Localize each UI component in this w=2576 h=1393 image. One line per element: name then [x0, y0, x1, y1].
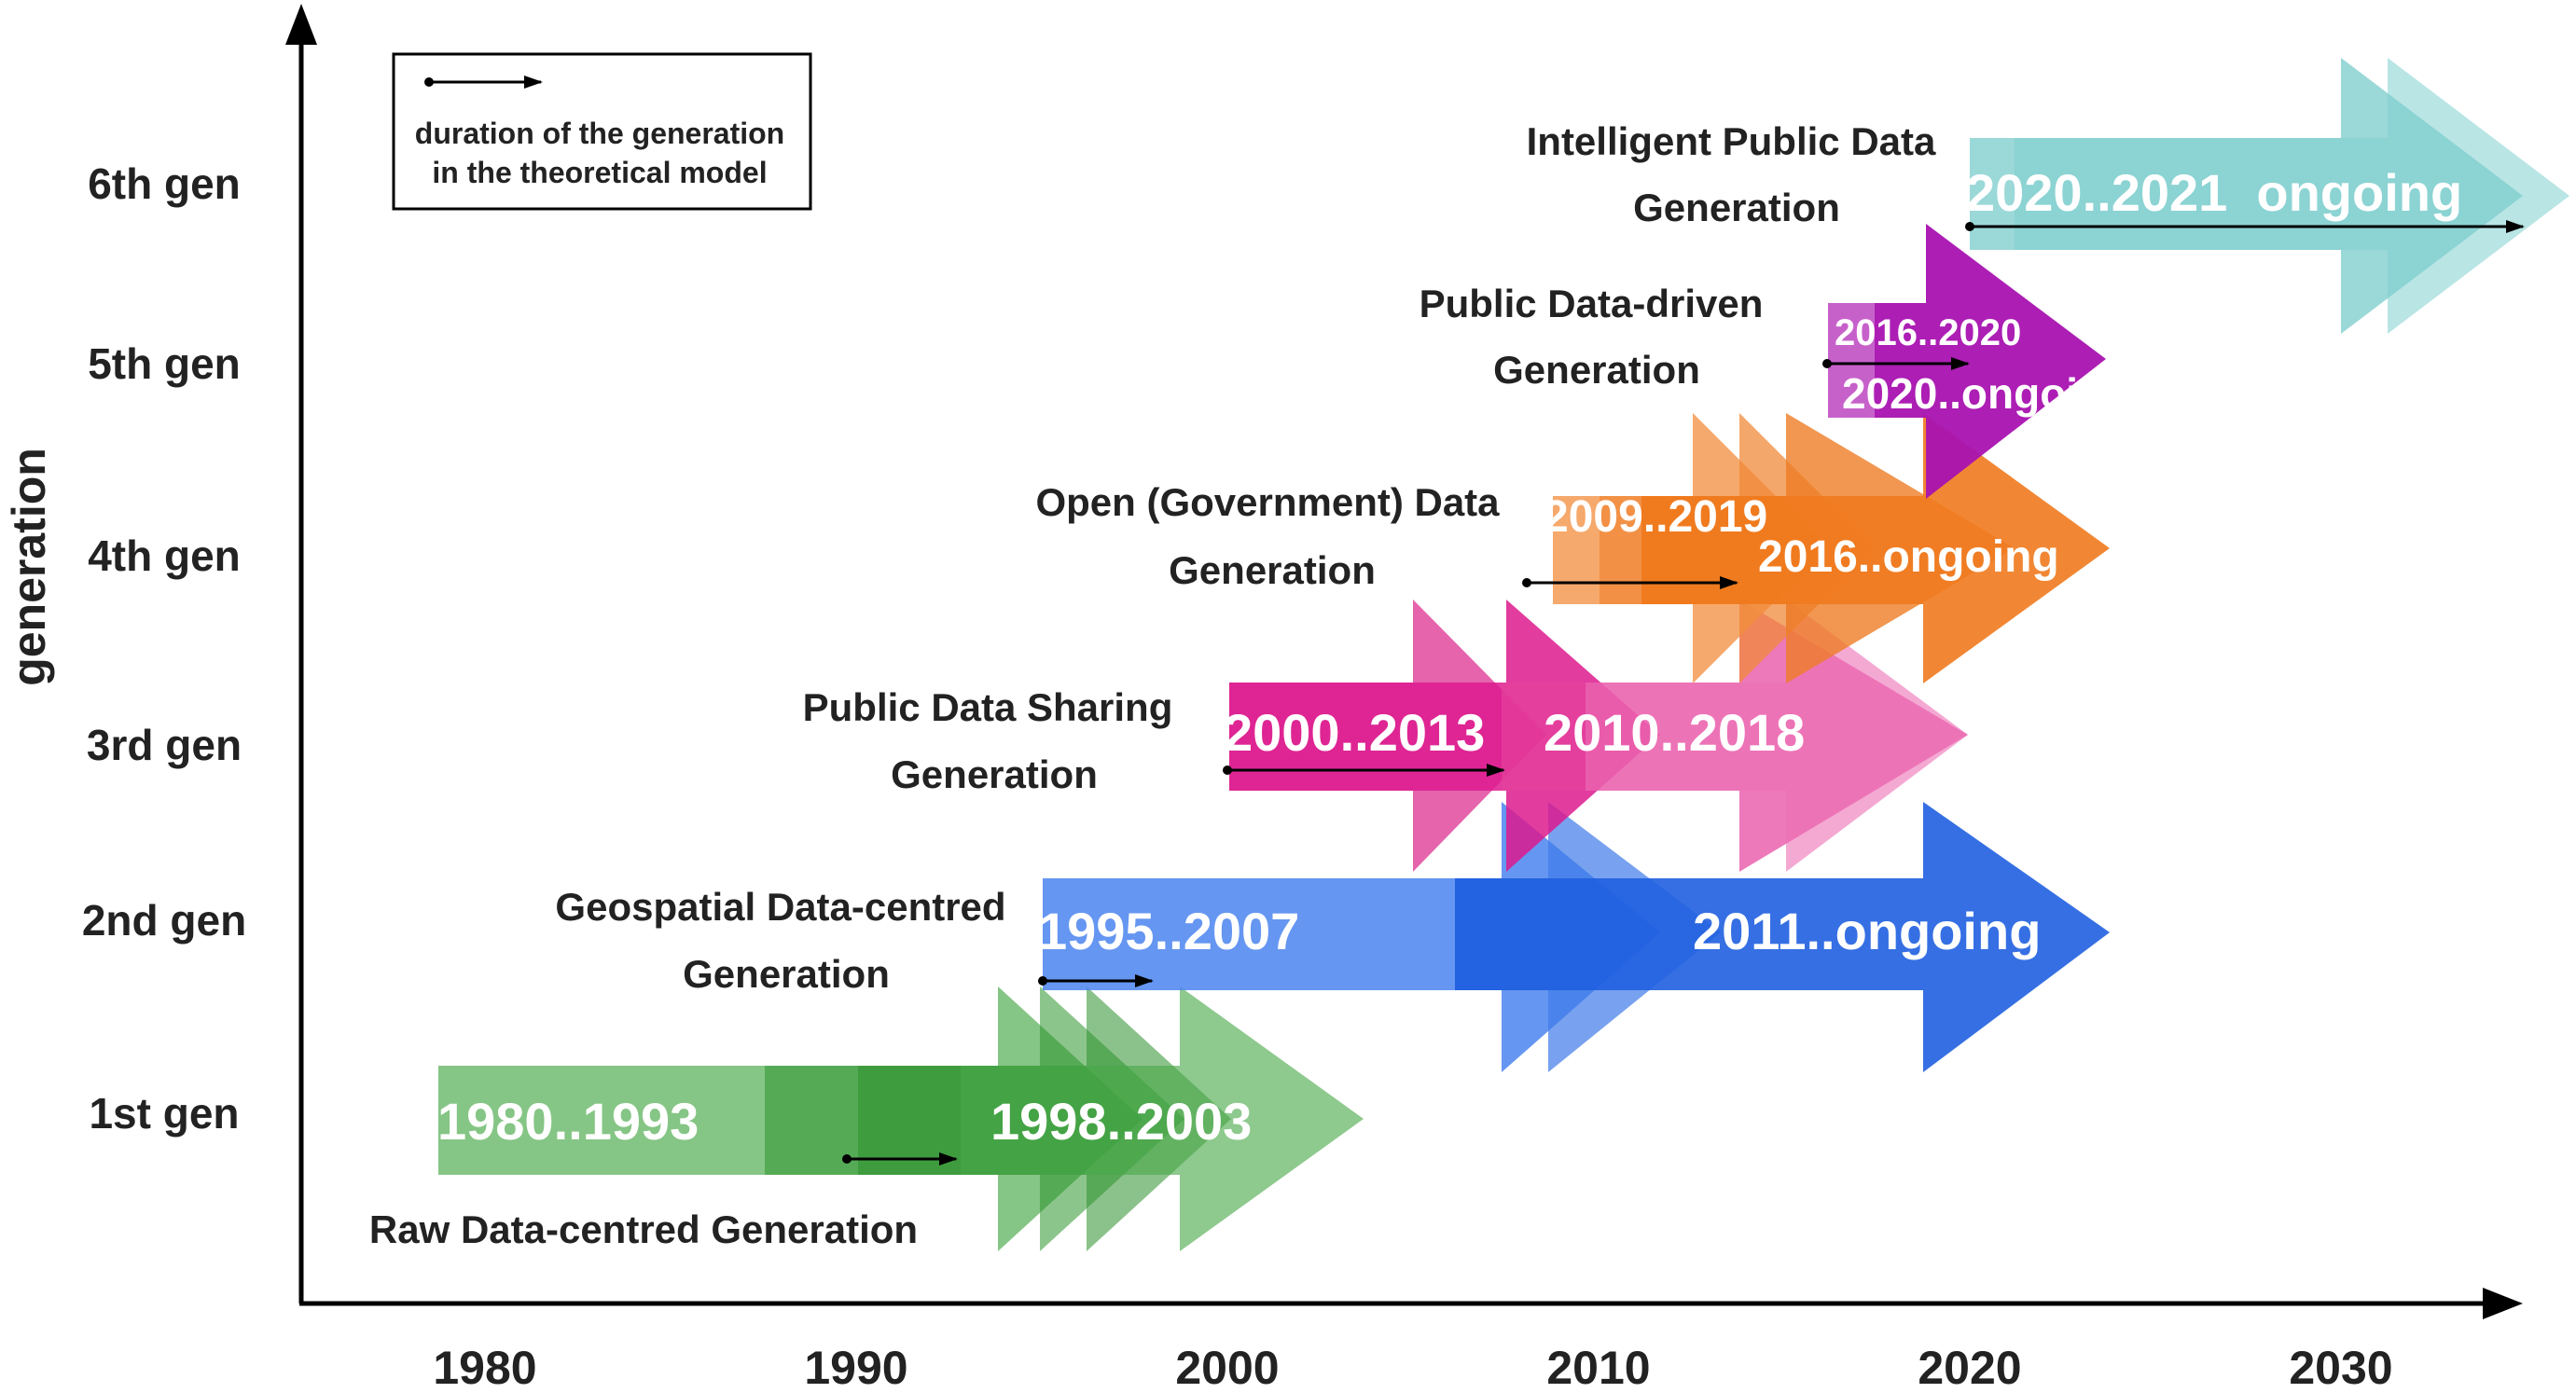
gen1-label-a: 1980..1993: [437, 1092, 699, 1151]
y-tick-label: 6th gen: [88, 159, 241, 208]
gen4-label-a: 2009..2019: [1544, 492, 1767, 542]
gen3-label-b: 2010..2018: [1544, 703, 1805, 762]
gen6-name-line1: Intelligent Public Data: [1527, 119, 1936, 163]
gen4-label-b: 2016..ongoing: [1758, 532, 2059, 582]
gen6-arrows: [1970, 58, 2569, 334]
gen5-name-line1: Public Data-driven: [1420, 282, 1764, 325]
gen2-arrows: [1043, 802, 2110, 1072]
y-tick-label: 2nd gen: [82, 896, 246, 945]
gen3-name-line1: Public Data Sharing: [803, 685, 1173, 729]
y-axis-title: generation: [3, 448, 55, 686]
gen3-name-line2: Generation: [891, 752, 1098, 796]
legend-text-line1: duration of the generation: [415, 117, 784, 150]
y-tick-labels: 1st gen 2nd gen 3rd gen 4th gen 5th gen …: [82, 159, 246, 1138]
gen6-name-line2: Generation: [1633, 186, 1840, 229]
legend-box: [392, 52, 812, 211]
y-tick-label: 3rd gen: [87, 721, 242, 769]
y-tick-label: 4th gen: [88, 531, 241, 580]
gen5-name-line2: Generation: [1493, 348, 1700, 392]
x-tick-label: 1980: [433, 1342, 536, 1393]
x-tick-label: 2000: [1175, 1342, 1279, 1393]
gen5-label-a: 2016..2020: [1835, 312, 2021, 353]
gen2-name-line2: Generation: [683, 952, 890, 996]
y-tick-label: 1st gen: [89, 1089, 239, 1138]
x-tick-label: 2020: [1918, 1342, 2021, 1393]
gen3-label-a: 2000..2013: [1224, 703, 1485, 762]
y-tick-label: 5th gen: [88, 339, 241, 388]
x-axis-arrowhead: [2483, 1288, 2523, 1319]
gen5-label-b: 2020..ongoing: [1842, 369, 2130, 418]
duration-arrows: [842, 220, 2525, 1165]
x-tick-label: 2010: [1546, 1342, 1650, 1393]
y-axis-arrowhead: [285, 4, 317, 45]
legend: duration of the generation in the theore…: [392, 52, 812, 211]
gen3-arrows: [1229, 600, 1968, 872]
x-tick-label: 1990: [804, 1342, 907, 1393]
gen1-arrows: [438, 986, 1364, 1251]
gen4-name-line2: Generation: [1169, 548, 1376, 592]
legend-text-line2: in the theoretical model: [432, 156, 767, 189]
gen4-name-line1: Open (Government) Data: [1035, 480, 1500, 524]
gen2-label-a: 1995..2007: [1038, 902, 1299, 960]
gen2-label-b: 2011..ongoing: [1693, 902, 2041, 960]
gen1-label-b: 1998..2003: [990, 1092, 1252, 1151]
gen1-name: Raw Data-centred Generation: [369, 1207, 918, 1251]
x-tick-label: 2030: [2289, 1342, 2392, 1393]
gen5-arrows: [1828, 224, 2106, 499]
gen2-name-line1: Geospatial Data-centred: [555, 885, 1005, 929]
gen4-arrows: [1553, 413, 2110, 683]
generation-names: Raw Data-centred Generation Geospatial D…: [369, 119, 1936, 1251]
axes: [285, 4, 2523, 1319]
x-tick-labels: 1980 1990 2000 2010 2020 2030: [433, 1342, 2392, 1393]
gen6-label-a: 2020..2021 ongoing: [1966, 163, 2462, 222]
arrow-year-labels: 1980..1993 1998..2003 1995..2007 2011..o…: [437, 163, 2462, 1151]
